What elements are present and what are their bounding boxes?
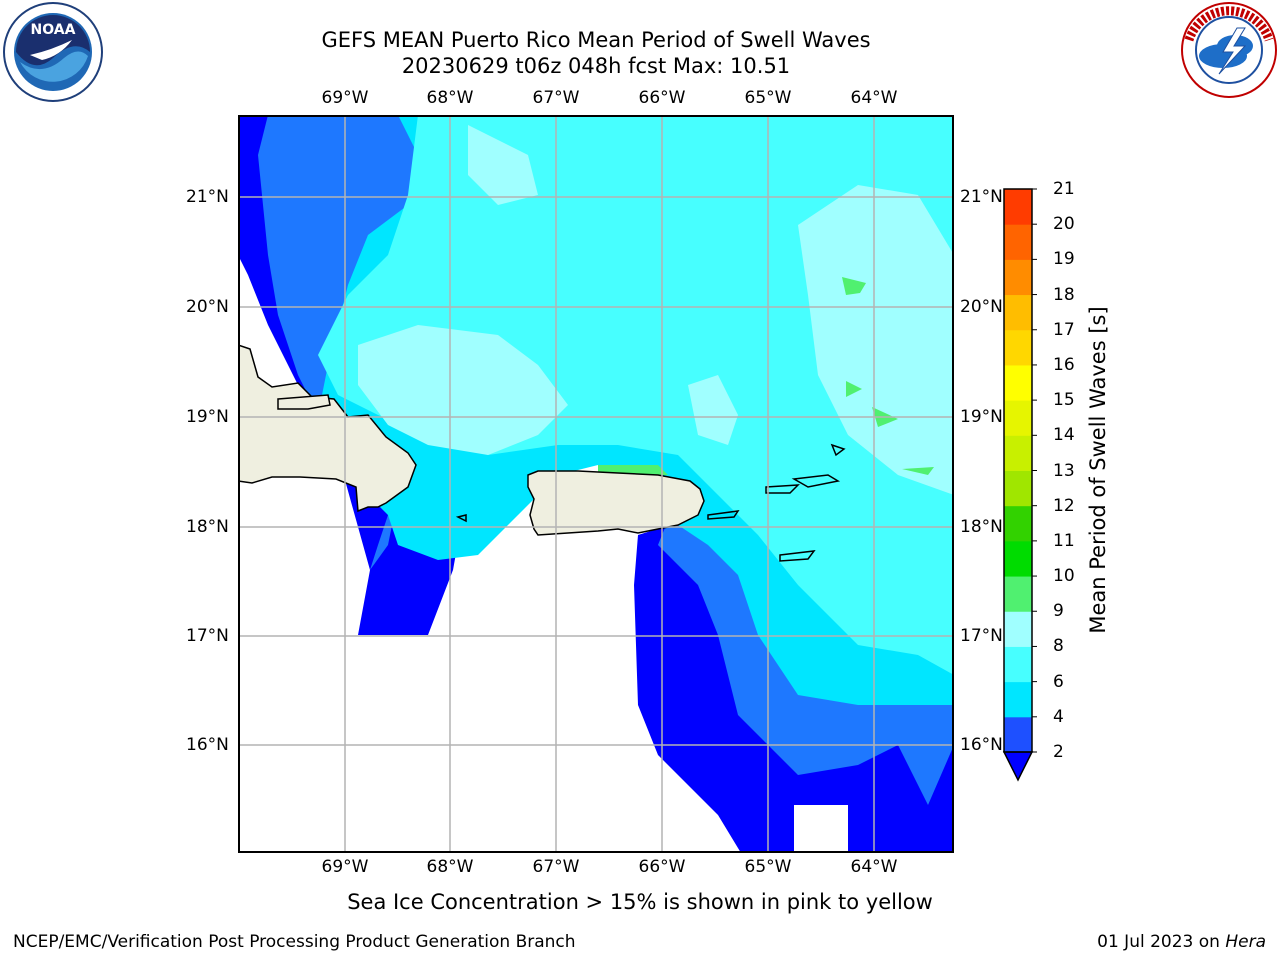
colorbar-tick-label: 11: [1053, 530, 1075, 551]
footer-date-text: 01 Jul 2023 on: [1097, 932, 1226, 952]
lon-tick-top-66w: 66°W: [638, 88, 686, 108]
contour-9-10-d: [902, 467, 934, 475]
lat-tick-left-19n: 19°N: [186, 407, 229, 427]
lon-tick-top-68w: 68°W: [426, 88, 474, 108]
lat-tick-left-17n: 17°N: [186, 626, 229, 646]
lon-tick-top-67w: 67°W: [532, 88, 580, 108]
sea-ice-note: Sea Ice Concentration > 15% is shown in …: [347, 890, 933, 914]
colorbar-segment: [1004, 224, 1032, 260]
colorbar-tick-label: 17: [1053, 319, 1075, 340]
colorbar-tick-label: 12: [1053, 495, 1075, 516]
colorbar-tick-label: 2: [1053, 742, 1064, 762]
land-st-croix: [779, 550, 816, 562]
lat-tick-right-18n: 18°N: [960, 517, 1003, 537]
contour-8-9-d: [688, 375, 738, 445]
colorbar-tick-label: 15: [1053, 390, 1075, 411]
lat-tick-left-21n: 21°N: [186, 187, 229, 207]
colorbar-tick-label: 4: [1053, 706, 1064, 727]
colorbar-tick-label: 18: [1053, 284, 1075, 305]
lat-tick-left-16n: 16°N: [186, 735, 229, 755]
map-border: [238, 115, 954, 853]
colorbar-tick-label: 6: [1053, 671, 1064, 692]
colorbar-border: [1003, 188, 1033, 753]
colorbar-segment: [1004, 189, 1032, 225]
colorbar-tick-label: 8: [1053, 636, 1064, 657]
contour-8-9-c: [468, 125, 538, 205]
land-dr-small: [277, 394, 331, 410]
lat-tick-right-20n: 20°N: [960, 297, 1003, 317]
colorbar-tick-label: 13: [1053, 460, 1075, 481]
footer-credit: NCEP/EMC/Verification Post Processing Pr…: [13, 932, 576, 952]
colorbar-segment: [1004, 576, 1032, 612]
colorbar-tick-label: 20: [1053, 214, 1075, 235]
contour-9-10-a: [842, 277, 866, 295]
lat-tick-right-19n: 19°N: [960, 407, 1003, 427]
lon-tick-bottom-65w: 65°W: [744, 857, 792, 877]
lat-tick-right-16n: 16°N: [960, 735, 1003, 755]
lat-tick-left-20n: 20°N: [186, 297, 229, 317]
chart-subtitle: 20230629 t06z 048h fcst Max: 10.51: [401, 54, 791, 78]
colorbar-tick-label: 14: [1053, 425, 1075, 446]
colorbar-segment: [1004, 364, 1032, 401]
lon-tick-bottom-68w: 68°W: [426, 857, 474, 877]
colorbar-segment: [1004, 329, 1032, 366]
chart-title: GEFS MEAN Puerto Rico Mean Period of Swe…: [321, 28, 871, 52]
lat-tick-right-17n: 17°N: [960, 626, 1003, 646]
footer-host: Hera: [1225, 932, 1266, 952]
colorbar-segment: [1004, 611, 1032, 647]
lon-tick-top-69w: 69°W: [321, 88, 369, 108]
colorbar-tick-label: 19: [1053, 249, 1075, 270]
colorbar-segment: [1004, 505, 1032, 542]
colorbar-tick-label: 21: [1053, 179, 1075, 199]
nws-logo: [1181, 2, 1277, 98]
colorbar-segment: [1004, 435, 1032, 471]
land-mona: [455, 514, 467, 523]
contour-8-9-a: [358, 325, 568, 455]
contour-9-10-b: [846, 381, 862, 397]
colorbar-segment: [1004, 540, 1032, 577]
colorbar-label: Mean Period of Swell Waves [s]: [1086, 306, 1110, 634]
noaa-logo: NOAA: [3, 2, 103, 102]
colorbar-segment: [1004, 470, 1032, 507]
graticule: [238, 115, 954, 853]
contour-6-8: [318, 115, 954, 675]
land-puerto-rico: [527, 470, 705, 536]
lon-tick-bottom-67w: 67°W: [532, 857, 580, 877]
lon-tick-top-65w: 65°W: [744, 88, 792, 108]
map-panel: [238, 115, 954, 853]
colorbar-tick-label: 9: [1053, 601, 1064, 622]
land-hispaniola: [238, 344, 417, 513]
colorbar-tick-label: 10: [1053, 566, 1075, 587]
colorbar-segment: [1004, 259, 1032, 296]
colorbar-segment: [1004, 400, 1032, 436]
land-virgin-islands: [765, 443, 846, 494]
colorbar-segment: [1004, 294, 1032, 331]
colorbar-segment: [1004, 681, 1032, 718]
lat-tick-right-21n: 21°N: [960, 187, 1003, 207]
lon-tick-bottom-64w: 64°W: [850, 857, 898, 877]
lon-tick-bottom-69w: 69°W: [321, 857, 369, 877]
lat-tick-left-18n: 18°N: [186, 517, 229, 537]
lon-tick-top-64w: 64°W: [850, 88, 898, 108]
colorbar-tick-label: 16: [1053, 354, 1075, 375]
lon-tick-bottom-66w: 66°W: [638, 857, 686, 877]
colorbar: [1002, 188, 1037, 782]
colorbar-segment: [1004, 716, 1032, 753]
footer-date: 01 Jul 2023 on Hera: [1097, 932, 1266, 952]
colorbar-underflow-triangle: [1002, 751, 1034, 782]
colorbar-segment: [1004, 646, 1032, 683]
svg-text:NOAA: NOAA: [31, 22, 76, 38]
land-vieques: [707, 510, 740, 520]
